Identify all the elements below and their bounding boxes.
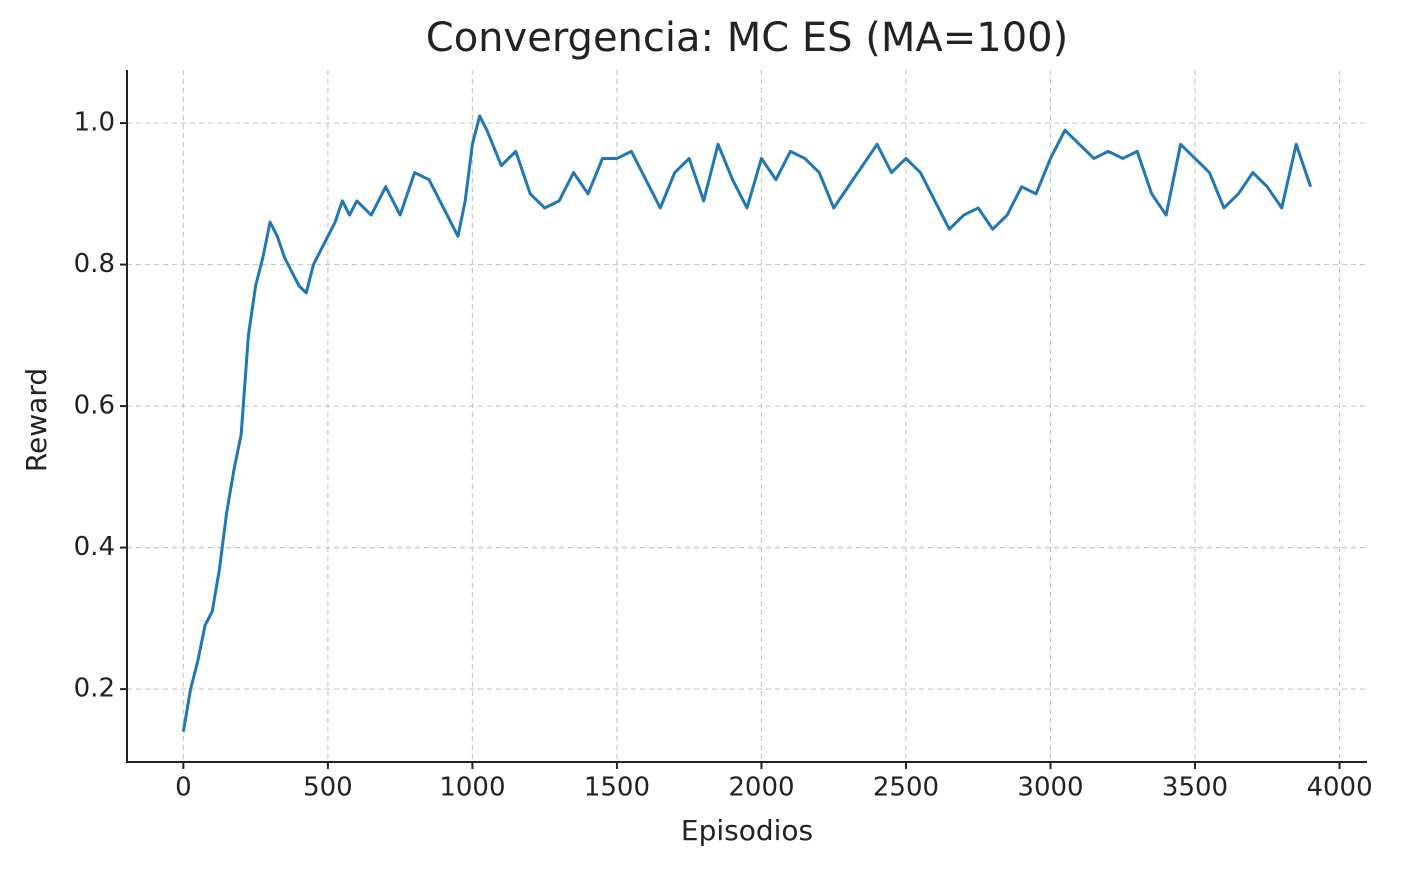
x-tick-label: 1000 bbox=[439, 773, 505, 803]
x-tick-label: 2000 bbox=[728, 773, 794, 803]
y-tick-label: 0.2 bbox=[74, 674, 115, 704]
chart-title: Convergencia: MC ES (MA=100) bbox=[426, 15, 1068, 61]
x-tick-label: 0 bbox=[175, 773, 192, 803]
y-tick-label: 0.8 bbox=[74, 249, 115, 279]
x-tick-label: 3000 bbox=[1017, 773, 1083, 803]
x-tick-label: 4000 bbox=[1306, 773, 1372, 803]
x-tick-label: 500 bbox=[303, 773, 353, 803]
data-line bbox=[181, 114, 1313, 732]
x-axis-label: Episodios bbox=[681, 814, 813, 847]
y-tick-label: 1.0 bbox=[74, 108, 115, 138]
x-tick-label: 3500 bbox=[1162, 773, 1228, 803]
x-tick-label: 2500 bbox=[873, 773, 939, 803]
x-tick-label: 1500 bbox=[584, 773, 650, 803]
y-axis-label: Reward bbox=[20, 368, 53, 472]
y-tick-label: 0.4 bbox=[74, 532, 115, 562]
y-tick-label: 0.6 bbox=[74, 391, 115, 421]
